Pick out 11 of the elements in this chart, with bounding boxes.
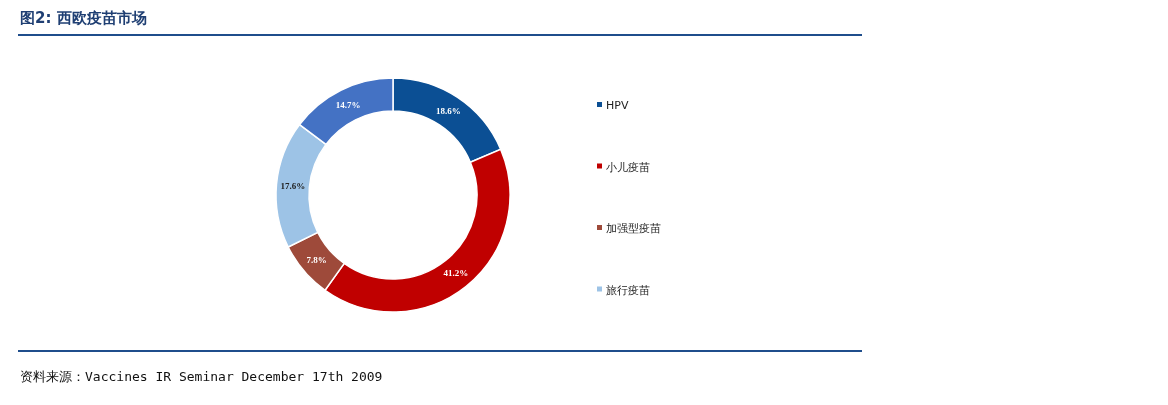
data-label: 18.6% bbox=[436, 106, 461, 117]
data-label: 7.8% bbox=[306, 255, 327, 266]
legend-label: HPV bbox=[606, 99, 629, 112]
data-label: 14.7% bbox=[335, 100, 361, 111]
text: 图2: 西欧疫苗市场 bbox=[20, 9, 147, 27]
legend-label: 加强型疫苗 bbox=[606, 222, 661, 235]
legend-label: 小儿疫苗 bbox=[606, 160, 650, 174]
text: 资料来源：Vaccines IR Seminar December 17th 2009 bbox=[20, 369, 383, 384]
data-label: 41.2% bbox=[443, 268, 469, 279]
legend-label: 旅行疫苗 bbox=[606, 283, 650, 297]
data-label: 17.6% bbox=[280, 180, 306, 191]
